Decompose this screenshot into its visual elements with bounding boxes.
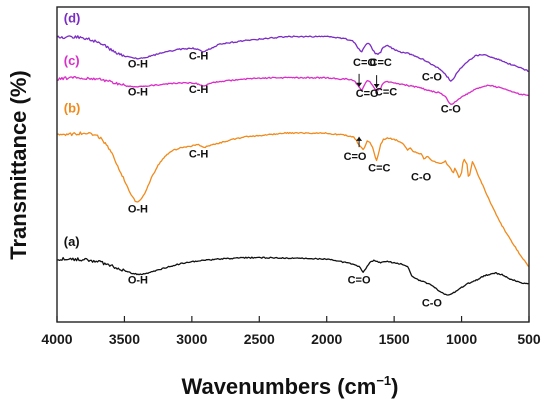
peak-annotation: C=C bbox=[370, 57, 392, 69]
annotation-arrowhead bbox=[373, 84, 380, 88]
series-line bbox=[56, 35, 529, 82]
series-line bbox=[56, 75, 530, 105]
x-axis-title-text: Wavenumbers (cm bbox=[182, 374, 377, 399]
peak-annotation: O-H bbox=[128, 274, 148, 286]
x-tick-label: 3500 bbox=[109, 331, 140, 347]
peak-annotation: C-O bbox=[411, 172, 432, 184]
x-tick-label: 4000 bbox=[41, 331, 72, 347]
x-axis: 4000 3500 3000 2500 2000 1500 1000 500 bbox=[41, 316, 541, 347]
peak-annotation: C=C bbox=[368, 163, 390, 175]
curve-label: (d) bbox=[64, 10, 81, 25]
x-tick-label: 500 bbox=[517, 331, 541, 347]
peak-annotation: C=C bbox=[375, 87, 397, 99]
peak-annotation: C-H bbox=[189, 148, 209, 160]
plot-area: (d)(c)(b)(a)O-HC-HC=OC=CC-OO-H C-H C=OC=CC… bbox=[56, 10, 530, 310]
peak-annotation: O-H bbox=[128, 87, 148, 99]
peak-annotation: C=O bbox=[348, 274, 371, 286]
annotation-arrowhead bbox=[356, 136, 363, 141]
series-line bbox=[56, 256, 530, 296]
curve-label: (a) bbox=[64, 234, 80, 249]
peak-annotation: C=O bbox=[353, 57, 376, 69]
peak-annotation: C-O bbox=[441, 103, 462, 115]
peak-annotation: C-O bbox=[422, 298, 443, 310]
x-tick-label: 2000 bbox=[311, 331, 342, 347]
x-tick-label: 1000 bbox=[446, 331, 477, 347]
peak-annotation: C-H bbox=[189, 84, 209, 96]
annotation-arrowhead bbox=[356, 82, 363, 87]
plot-frame bbox=[56, 6, 530, 323]
peak-annotation: O-H bbox=[128, 58, 148, 70]
peak-annotation: O-H bbox=[128, 204, 148, 216]
curve-label: (b) bbox=[64, 100, 81, 115]
x-axis-title-superscript: −1 bbox=[376, 373, 391, 388]
x-tick-label: 1500 bbox=[379, 331, 410, 347]
peak-annotation: C-H bbox=[189, 51, 209, 63]
peak-annotation: C=O bbox=[344, 151, 367, 163]
x-tick-label: 3000 bbox=[176, 331, 207, 347]
y-axis-title: Transmittance (%) bbox=[6, 70, 31, 260]
peak-annotation: C=O bbox=[356, 88, 379, 100]
peak-annotation: C-O bbox=[422, 71, 443, 83]
x-axis-title-close: ) bbox=[391, 374, 398, 399]
x-tick-label: 2500 bbox=[244, 331, 275, 347]
curve-label: (c) bbox=[64, 53, 80, 68]
series-line bbox=[56, 131, 530, 268]
x-axis-title: Wavenumbers (cm−1) bbox=[182, 373, 399, 399]
